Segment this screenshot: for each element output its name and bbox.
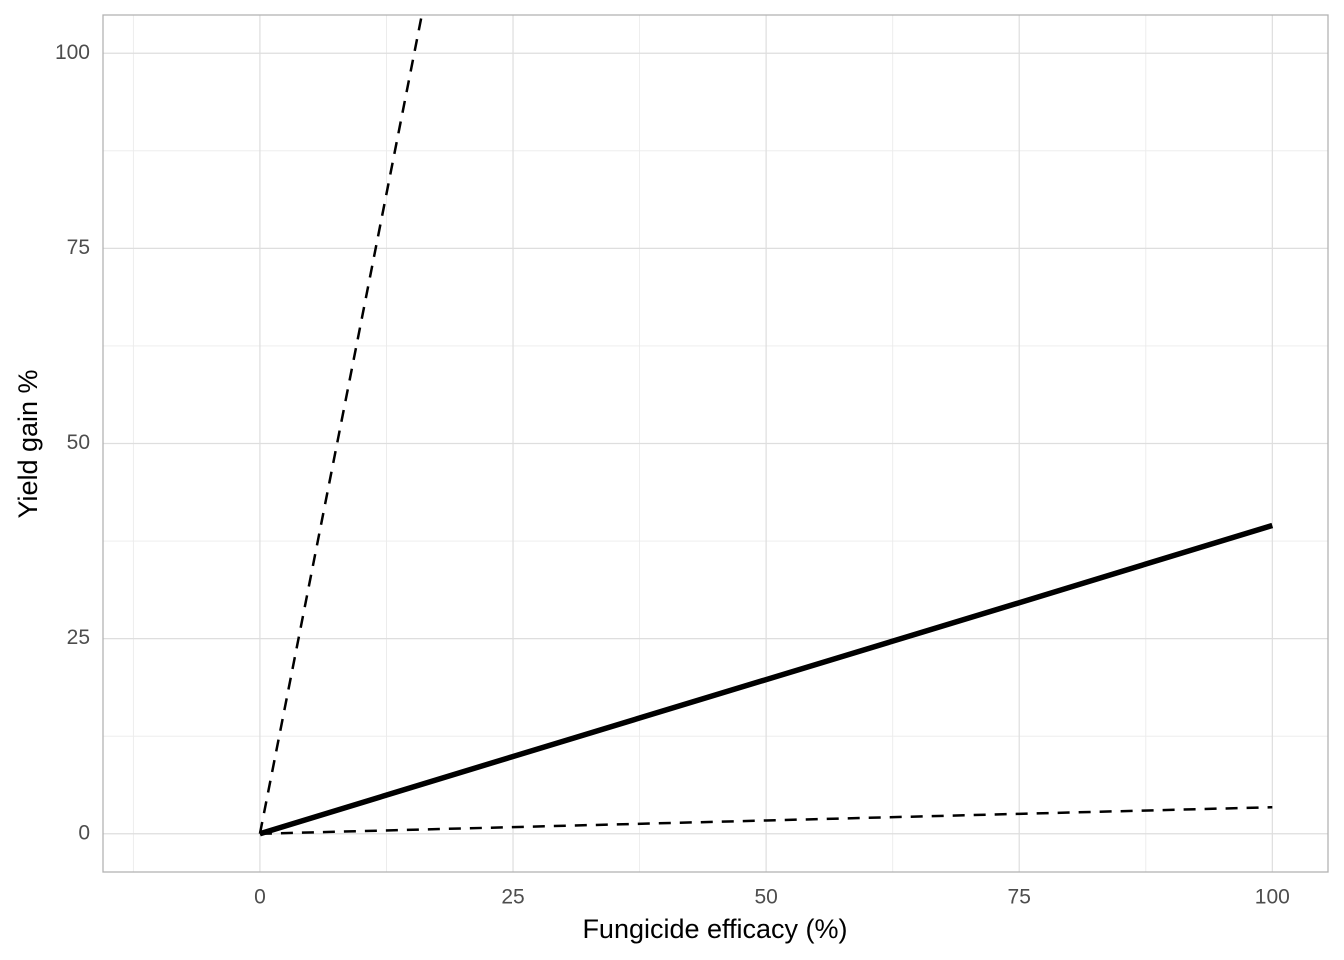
x-tick-label: 25 xyxy=(501,886,524,909)
y-tick-label: 100 xyxy=(55,41,90,64)
series-line xyxy=(259,522,1274,837)
grid xyxy=(103,15,1328,872)
x-axis-title: Fungicide efficacy (%) xyxy=(582,914,847,944)
y-tick-label: 0 xyxy=(78,821,90,844)
y-tick-label: 75 xyxy=(67,236,90,259)
x-tick-label: 100 xyxy=(1255,886,1290,909)
y-tick-label: 50 xyxy=(67,431,90,454)
y-axis-title: Yield gain % xyxy=(13,369,43,518)
plot-lines xyxy=(258,15,1274,837)
series-line xyxy=(259,805,1273,836)
x-tick-label: 0 xyxy=(254,886,266,909)
y-tick-label: 25 xyxy=(67,626,90,649)
x-tick-label: 75 xyxy=(1008,886,1031,909)
panel-border xyxy=(102,14,1329,873)
x-tick-label: 50 xyxy=(754,886,777,909)
